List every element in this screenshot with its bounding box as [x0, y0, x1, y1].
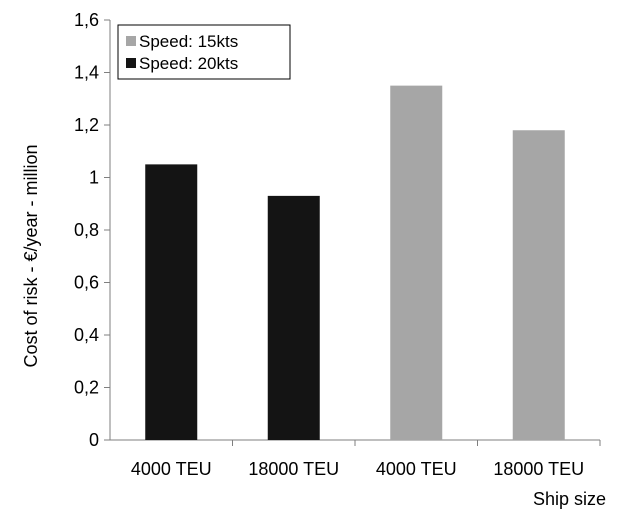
ticks: 0 0,2 0,4 0,6 0,8 1 1,2 1,4 1,6 4000 TEU 18000 TEU… — [74, 10, 601, 479]
y-tick-label: 1 — [89, 168, 99, 188]
legend-swatch — [126, 36, 136, 46]
bar — [267, 195, 320, 440]
legend-box — [117, 24, 291, 80]
bar — [145, 164, 198, 440]
legend-label: Speed: 15kts — [139, 32, 238, 51]
y-tick-label: 0 — [89, 430, 99, 450]
y-tick-label: 0,4 — [74, 325, 99, 345]
y-tick-label: 0,2 — [74, 378, 99, 398]
x-tick-label: 4000 TEU — [376, 459, 457, 479]
y-tick-label: 1,2 — [74, 115, 99, 135]
y-tick-label: 1,6 — [74, 10, 99, 30]
bars — [145, 85, 565, 440]
legend-swatch — [126, 58, 136, 68]
y-tick-label: 0,6 — [74, 273, 99, 293]
y-tick-label: 1,4 — [74, 63, 99, 83]
x-tick-label: 4000 TEU — [131, 459, 212, 479]
legend: Speed: 15kts Speed: 20kts — [117, 24, 291, 80]
bar — [390, 85, 443, 440]
bar — [512, 130, 565, 440]
x-tick-label: 18000 TEU — [248, 459, 339, 479]
y-axis-label: Cost of risk - €/year - million — [21, 144, 41, 367]
y-tick-label: 0,8 — [74, 220, 99, 240]
legend-label: Speed: 20kts — [139, 54, 238, 73]
x-axis-label: Ship size — [533, 489, 606, 509]
x-tick-label: 18000 TEU — [493, 459, 584, 479]
